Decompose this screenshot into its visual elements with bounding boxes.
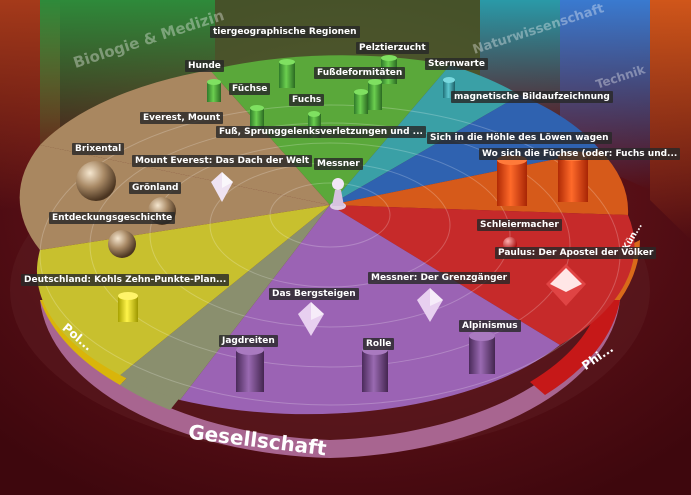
slice-blue [330, 95, 600, 205]
yellow-cylinder[interactable] [118, 292, 138, 322]
label-fuchs[interactable]: Fuchs [289, 94, 325, 106]
label-das-bergsteigen[interactable]: Das Bergsteigen [269, 288, 359, 300]
label-everest-mount[interactable]: Everest, Mount [140, 112, 224, 124]
label-jagdreiten[interactable]: Jagdreiten [219, 335, 278, 347]
label-paulus[interactable]: Paulus: Der Apostel der Völker [495, 247, 657, 259]
label-messner[interactable]: Messner [314, 158, 363, 170]
label-fuss-verletzungen[interactable]: Fuß, Sprunggelenksverletzungen und ... [216, 126, 426, 138]
label-pelztierzucht[interactable]: Pelztierzucht [356, 42, 429, 54]
label-rolle[interactable]: Rolle [363, 338, 395, 350]
slice-tan [40, 70, 330, 205]
label-brixental[interactable]: Brixental [72, 143, 125, 155]
label-fuechse[interactable]: Füchse [229, 83, 271, 95]
label-messner-grenzgaenger[interactable]: Messner: Der Grenzgänger [368, 272, 511, 284]
crystal-markers[interactable] [211, 172, 586, 336]
label-everest-dach-der-welt[interactable]: Mount Everest: Das Dach der Welt [132, 155, 313, 167]
pawn-icon[interactable] [330, 178, 346, 210]
label-hoehle-des-loewen[interactable]: Sich in die Höhle des Löwen wagen [427, 132, 612, 144]
label-schleiermacher[interactable]: Schleiermacher [477, 219, 562, 231]
label-tiergeographische-regionen[interactable]: tiergeographische Regionen [210, 26, 360, 38]
label-groenland[interactable]: Grönland [129, 182, 182, 194]
slice-orange [330, 150, 629, 215]
slice-purple [180, 205, 560, 415]
label-deutschland-kohl[interactable]: Deutschland: Kohls Zehn-Punkte-Plan... [21, 274, 230, 286]
label-alpinismus[interactable]: Alpinismus [459, 320, 521, 332]
label-fussdeformitaeten[interactable]: Fußdeformitäten [314, 67, 406, 79]
label-hunde[interactable]: Hunde [185, 60, 224, 72]
label-magnetische-bildaufzeichnung[interactable]: magnetische Bildaufzeichnung [451, 91, 613, 103]
label-sternwarte[interactable]: Sternwarte [425, 58, 488, 70]
slice-gray [120, 205, 330, 400]
label-entdeckungsgeschichte[interactable]: Entdeckungsgeschichte [49, 212, 176, 224]
label-wo-sich-die-fuechse[interactable]: Wo sich die Füchse (oder: Fuchs und... [479, 148, 681, 160]
